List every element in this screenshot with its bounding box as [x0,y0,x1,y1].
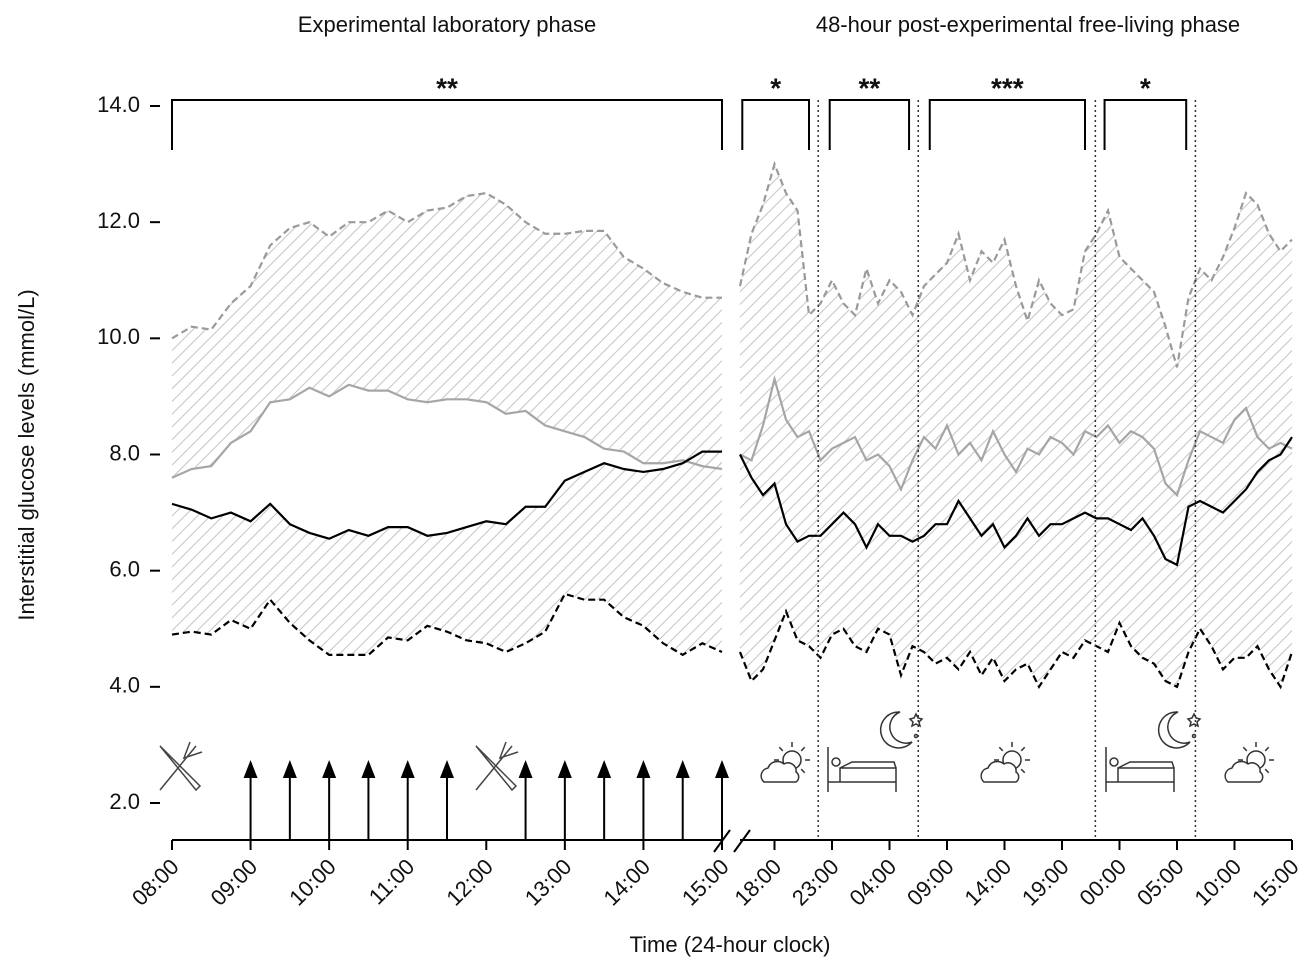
sun-ray [800,746,806,752]
sun-ray [998,746,1004,752]
y-tick-label: 6.0 [109,556,140,581]
star-icon [1186,712,1202,728]
y-tick-label: 14.0 [97,92,140,117]
moon [1157,711,1191,749]
arrow-head [715,760,729,778]
day-icon [980,742,1030,783]
significance-bracket [1103,99,1188,150]
series-line [738,160,1293,368]
sun-ray [1264,768,1270,774]
night-icon [827,711,924,792]
meal-icon [159,741,203,792]
arrow-head [440,760,454,778]
y-tick-label: 12.0 [97,208,140,233]
x-tick-label: 19:00 [1017,854,1074,911]
night-icon [1105,711,1202,792]
axis-break [713,829,751,853]
x-tick-label: 10:00 [1190,854,1247,911]
x-tick-label: 08:00 [127,854,184,911]
star-icon [908,712,924,728]
day-icon [1224,742,1274,783]
sun-ray [1020,768,1026,774]
x-tick-label: 05:00 [1132,854,1189,911]
fork [159,741,203,791]
arrow-head [597,760,612,778]
cloud [980,760,1020,783]
y-tick-label: 8.0 [109,440,140,465]
y-axis-label: Interstitial glucose levels (mmol/L) [14,289,39,620]
arrow-head [243,760,258,778]
significance-bracket [928,99,1086,150]
pillow [1109,757,1119,767]
significance-stars: ** [858,72,880,103]
x-axis-label: Time (24-hour clock) [630,932,831,957]
star-dot [1191,733,1197,739]
arrow-head [282,760,297,778]
sun-ray [800,768,806,774]
arrow-head [675,760,690,778]
x-tick-label: 04:00 [845,854,902,911]
fork [475,741,519,791]
x-tick-label: 00:00 [1075,854,1132,911]
meal-icon [475,741,519,792]
x-tick-label: 14:00 [960,854,1017,911]
significance-bracket [741,99,810,150]
significance-stars: ** [436,72,458,103]
star-dot [913,733,919,739]
series-line [171,592,723,657]
significance-bracket [171,99,723,150]
sun-ray [1242,746,1248,752]
pillow [831,757,841,767]
x-tick-label: 10:00 [284,854,341,911]
series-line [171,383,723,479]
x-tick-label: 14:00 [598,854,655,911]
sun-ray [1020,746,1026,752]
x-tick-label: 09:00 [902,854,959,911]
hatch-band [172,451,722,655]
y-tick-label: 2.0 [109,789,140,814]
hatch-band [740,164,1292,687]
cloud [1224,760,1264,783]
significance-bracket [828,99,911,150]
significance-stars: * [770,72,781,103]
x-tick-label: 15:00 [1247,854,1299,911]
series-line [739,436,1293,567]
x-tick-label: 23:00 [787,854,844,911]
arrow-head [322,760,337,778]
series-line [171,450,722,540]
cloud [760,760,800,783]
significance-stars: *** [991,72,1024,103]
arrow-head [557,760,572,778]
sun-ray [1264,746,1270,752]
series-line [739,374,1293,498]
moon [879,711,913,749]
series-line [738,608,1294,690]
x-tick-label: 18:00 [730,854,787,911]
y-tick-label: 10.0 [97,324,140,349]
panel-title: 48-hour post-experimental free-living ph… [816,12,1240,37]
arrow-head [636,760,651,778]
arrow-head [361,760,376,778]
x-tick-label: 13:00 [520,854,577,911]
series-line [171,191,722,340]
sun-ray [778,746,784,752]
arrow-head [518,760,533,778]
y-tick-label: 4.0 [109,673,140,698]
x-tick-label: 15:00 [677,854,734,911]
bed [827,747,897,792]
x-tick-label: 12:00 [441,854,498,911]
bed [1105,747,1175,792]
significance-stars: * [1140,72,1151,103]
x-tick-label: 09:00 [206,854,263,911]
hatch-band [172,193,722,478]
x-tick-label: 11:00 [364,854,419,909]
day-icon [760,742,810,783]
arrow-head [400,760,415,778]
panel-title: Experimental laboratory phase [298,12,596,37]
